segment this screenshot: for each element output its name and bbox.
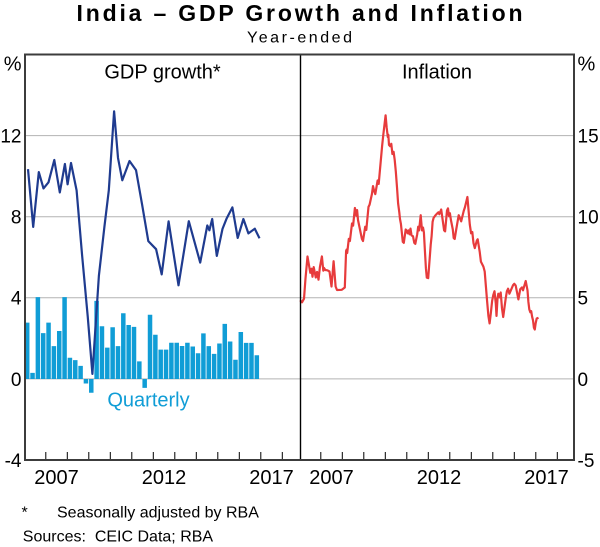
svg-text:-4: -4 [5,451,22,472]
svg-text:*: * [22,505,28,522]
svg-text:Quarterly: Quarterly [107,390,189,412]
svg-text:Seasonally adjusted by RBA: Seasonally adjusted by RBA [57,505,259,522]
svg-text:-5: -5 [578,451,595,472]
svg-text:0: 0 [578,370,589,391]
svg-text:2017: 2017 [524,467,569,489]
svg-text:0: 0 [11,370,22,391]
svg-text:2007: 2007 [34,467,79,489]
svg-text:Year-ended: Year-ended [247,30,352,47]
svg-text:4: 4 [11,289,22,310]
svg-text:2012: 2012 [142,467,187,489]
svg-text:2007: 2007 [309,467,354,489]
svg-text:%: % [578,54,596,76]
svg-text:%: % [4,54,22,76]
svg-text:8: 8 [11,208,22,229]
svg-text:Inflation: Inflation [402,62,472,84]
svg-text:2012: 2012 [417,467,462,489]
svg-text:10: 10 [578,208,599,229]
svg-text:Sources: CEIC Data; RBA: Sources: CEIC Data; RBA [23,529,214,546]
svg-text:12: 12 [0,127,21,148]
svg-text:2017: 2017 [249,467,294,489]
svg-text:5: 5 [578,289,589,310]
svg-text:GDP growth*: GDP growth* [104,62,221,84]
svg-text:India – GDP Growth and Inflati: India – GDP Growth and Inflation [77,0,523,26]
svg-text:15: 15 [578,127,599,148]
